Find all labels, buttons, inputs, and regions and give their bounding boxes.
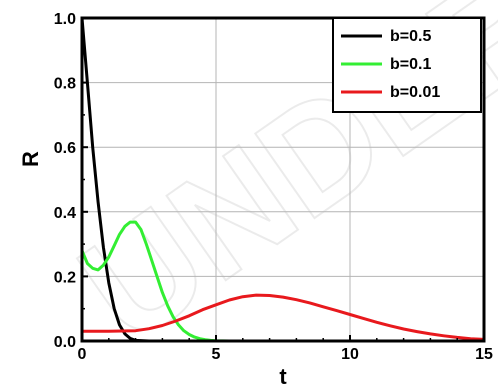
y-tick-label: 1.0	[54, 11, 76, 28]
y-tick-label: 0.6	[54, 140, 76, 157]
legend-label: b=0.01	[390, 84, 440, 101]
x-tick-label: 0	[78, 346, 87, 363]
series-line-b-0-01	[80, 293, 486, 341]
y-tick-label: 0.8	[54, 76, 76, 93]
y-tick-label: 0.2	[54, 269, 76, 286]
legend: b=0.5 b=0.1 b=0.01	[332, 17, 482, 113]
x-tick-label: 15	[475, 346, 493, 363]
y-tick-label: 0.4	[54, 205, 76, 222]
axis-ticks	[81, 17, 485, 342]
x-axis-title: t	[279, 364, 287, 389]
y-axis-title: R	[18, 151, 43, 167]
y-tick-label: 0.0	[54, 334, 76, 351]
legend-label: b=0.5	[390, 28, 431, 45]
x-tick-label: 10	[341, 346, 359, 363]
legend-label: b=0.1	[390, 56, 431, 73]
x-tick-label: 5	[212, 346, 221, 363]
tick-labels: 0 5 10 15 0.0 0.2 0.4 0.6 0.8 1.0	[54, 11, 493, 363]
